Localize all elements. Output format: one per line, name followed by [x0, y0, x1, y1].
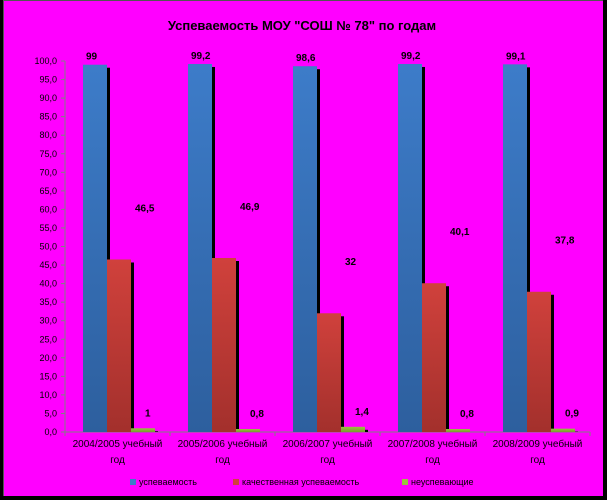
x-tick-label: год	[320, 455, 335, 466]
data-label: 0,9	[565, 409, 579, 420]
legend-swatch	[130, 479, 136, 485]
x-tick-label: 2007/2008 учебный	[388, 438, 478, 450]
bar	[341, 426, 365, 432]
bar-shadow	[317, 69, 320, 432]
data-label: 99,2	[401, 51, 421, 62]
y-tick-label: 100,0	[34, 56, 57, 66]
bar	[83, 64, 107, 433]
legend-item: неуспевающие	[402, 477, 474, 487]
y-tick-label: 25,0	[39, 334, 57, 344]
data-label: 1,4	[355, 407, 369, 418]
x-tick-label: год	[110, 455, 125, 466]
y-tick-label: 65,0	[39, 186, 57, 196]
x-tick-label: 2008/2009 учебный	[493, 438, 583, 450]
y-tick-label: 95,0	[39, 75, 57, 85]
legend-label: неуспевающие	[411, 477, 474, 487]
y-tick-label: 30,0	[39, 316, 57, 326]
y-tick-label: 80,0	[39, 130, 57, 140]
data-label: 0,8	[460, 409, 474, 420]
y-axis: 0,0 5,0 10,0 15,0 20,0 25,0 30,0 35,0 40,0 45,0 50…	[34, 56, 66, 437]
bar	[131, 428, 155, 432]
x-tick-label: 2004/2005 учебный	[73, 438, 163, 450]
y-tick-label: 75,0	[39, 149, 57, 159]
y-tick-label: 85,0	[39, 112, 57, 122]
bar-shadow	[446, 286, 449, 432]
bar-shadow	[551, 294, 554, 432]
y-tick-label: 5,0	[44, 408, 57, 418]
data-label: 46,9	[240, 202, 260, 213]
bar	[527, 291, 551, 432]
bar	[422, 283, 446, 432]
bar	[212, 258, 236, 432]
data-label: 46,5	[135, 203, 155, 214]
y-tick-label: 15,0	[39, 371, 57, 381]
data-label: 37,8	[555, 236, 575, 247]
legend-item: качественная успеваемость	[233, 477, 360, 487]
data-label: 99,2	[191, 51, 211, 62]
data-label: 98,6	[296, 53, 316, 64]
legend: успеваемость качественная успеваемость неу…	[130, 477, 474, 487]
chart-title: Успеваемость МОУ "СОШ № 78" по годам	[168, 18, 436, 33]
data-label: 32	[345, 257, 357, 268]
data-label: 99	[86, 52, 98, 63]
bar	[293, 66, 317, 432]
y-tick-label: 90,0	[39, 93, 57, 103]
y-tick-label: 40,0	[39, 279, 57, 289]
x-tick-label: год	[530, 455, 545, 466]
legend-swatch	[402, 479, 408, 485]
x-tick-label: год	[215, 455, 230, 466]
bar-shadow	[422, 66, 425, 432]
bar-shadow	[107, 67, 110, 433]
x-tick-label: год	[425, 455, 440, 466]
y-tick-label: 35,0	[39, 297, 57, 307]
y-tick-label: 0,0	[44, 427, 57, 437]
x-tick-label: 2005/2006 учебный	[178, 438, 268, 450]
bar	[188, 63, 212, 433]
bar-shadow	[341, 316, 344, 432]
legend-swatch	[233, 479, 239, 485]
legend-label: успеваемость	[139, 477, 197, 487]
legend-item: успеваемость	[130, 477, 197, 487]
data-label: 0,8	[250, 409, 264, 420]
data-label: 99,1	[506, 51, 526, 62]
y-tick-label: 45,0	[39, 260, 57, 270]
x-tick-label: 2006/2007 учебный	[283, 438, 373, 450]
bar	[107, 259, 131, 432]
bar-shadow	[527, 67, 530, 433]
bar-shadow	[155, 431, 158, 432]
bar-shadow	[131, 262, 134, 432]
data-label: 40,1	[450, 227, 470, 238]
bar	[317, 313, 341, 432]
y-tick-label: 60,0	[39, 204, 57, 214]
bar	[446, 429, 470, 432]
bar	[503, 64, 527, 433]
bar-shadow	[365, 429, 368, 432]
bar-shadow	[236, 261, 239, 432]
x-axis: 2004/2005 учебный год 2005/2006 учебный год…	[64, 431, 591, 466]
bars	[83, 63, 578, 433]
bar-shadow	[212, 66, 215, 432]
y-tick-label: 10,0	[39, 390, 57, 400]
legend-label: качественная успеваемость	[242, 477, 360, 487]
bar	[398, 63, 422, 433]
y-tick-label: 20,0	[39, 353, 57, 363]
y-tick-label: 55,0	[39, 223, 57, 233]
data-labels: 99 99,2 98,6 99,2 99,1 46,5 46,9 32 40,1 37,8 1 0,8…	[86, 51, 579, 420]
bar	[551, 428, 575, 432]
data-label: 1	[145, 408, 151, 419]
y-tick-label: 50,0	[39, 242, 57, 252]
bar	[236, 429, 260, 432]
y-tick-label: 70,0	[39, 167, 57, 177]
